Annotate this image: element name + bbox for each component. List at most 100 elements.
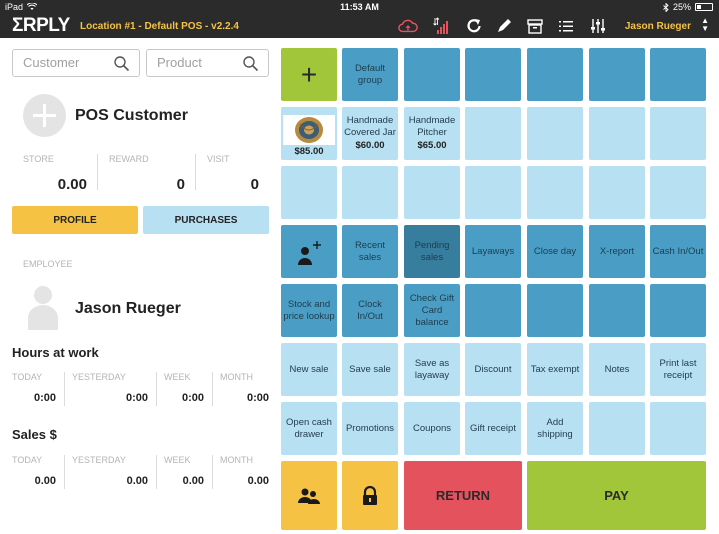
battery-level bbox=[697, 5, 701, 9]
tile-label: Promotions bbox=[345, 422, 395, 434]
empty-tile[interactable] bbox=[527, 48, 583, 101]
tile-label: New sale bbox=[289, 363, 329, 375]
add-item-button[interactable]: + bbox=[281, 48, 337, 101]
purchases-button[interactable]: PURCHASES bbox=[143, 206, 269, 234]
add-customer-avatar-icon[interactable] bbox=[23, 94, 66, 137]
cash-in-out-button[interactable]: Cash In/Out bbox=[650, 225, 706, 278]
product-search-input[interactable] bbox=[157, 55, 242, 70]
user-menu-caret-icon[interactable]: ▲ ▼ bbox=[701, 16, 709, 33]
gift-receipt-button[interactable]: Gift receipt bbox=[465, 402, 521, 455]
close-day-button[interactable]: Close day bbox=[527, 225, 583, 278]
visit-value: 0 bbox=[250, 176, 259, 193]
recent-sales-button[interactable]: Recent sales bbox=[342, 225, 398, 278]
stat-divider bbox=[97, 154, 98, 190]
empty-tile[interactable] bbox=[589, 107, 645, 160]
product-group-label: Default group bbox=[354, 62, 386, 86]
cash-drawer-icon[interactable] bbox=[525, 16, 545, 36]
empty-tile[interactable] bbox=[650, 48, 706, 101]
empty-tile[interactable] bbox=[589, 48, 645, 101]
return-label: RETURN bbox=[435, 487, 491, 503]
tile-label: Print last receipt bbox=[659, 357, 697, 381]
hours-month-label: MONTH bbox=[220, 372, 253, 382]
sales-week-value: 0.00 bbox=[182, 475, 204, 487]
return-button[interactable]: RETURN bbox=[404, 461, 522, 530]
signal-icon[interactable] bbox=[432, 16, 452, 36]
tile-label: Tax exempt bbox=[530, 363, 580, 375]
app-header: ΣRPLY Location #1 - Default POS - v2.2.4… bbox=[0, 14, 719, 38]
empty-tile[interactable] bbox=[589, 166, 645, 219]
search-icon[interactable] bbox=[242, 55, 259, 72]
empty-tile[interactable] bbox=[404, 48, 460, 101]
print-last-receipt-button[interactable]: Print last receipt bbox=[650, 343, 706, 396]
gift-card-balance-button[interactable]: Check Gift Card balance bbox=[404, 284, 460, 337]
pay-label: PAY bbox=[604, 487, 629, 503]
sales-yesterday-label: YESTERDAY bbox=[72, 455, 126, 465]
product-tile[interactable]: Handmade Pitcher $65.00 bbox=[404, 107, 460, 160]
sales-month-value: 0.00 bbox=[247, 475, 269, 487]
tile-label: Layaways bbox=[471, 245, 515, 257]
empty-tile[interactable] bbox=[465, 107, 521, 160]
hours-week-label: WEEK bbox=[164, 372, 191, 382]
stat-divider bbox=[64, 455, 65, 489]
pen-icon[interactable] bbox=[494, 16, 514, 36]
customer-search-box[interactable] bbox=[12, 49, 140, 77]
x-report-button[interactable]: X-report bbox=[589, 225, 645, 278]
hours-month-value: 0:00 bbox=[246, 392, 269, 404]
search-icon[interactable] bbox=[113, 55, 130, 72]
stock-lookup-button[interactable]: Stock and price lookup bbox=[281, 284, 337, 337]
erply-logo[interactable]: ΣRPLY bbox=[12, 15, 70, 36]
pay-button[interactable]: PAY bbox=[527, 461, 706, 530]
empty-tile[interactable] bbox=[465, 166, 521, 219]
empty-tile[interactable] bbox=[650, 284, 706, 337]
tile-label: Check Gift Card balance bbox=[409, 292, 455, 328]
empty-tile[interactable] bbox=[342, 166, 398, 219]
empty-tile[interactable] bbox=[465, 284, 521, 337]
open-cash-drawer-button[interactable]: Open cash drawer bbox=[281, 402, 337, 455]
visit-label: VISIT bbox=[207, 154, 230, 164]
product-search-box[interactable] bbox=[146, 49, 269, 77]
tile-label: Save as layaway bbox=[414, 357, 450, 381]
empty-tile[interactable] bbox=[281, 166, 337, 219]
empty-tile[interactable] bbox=[465, 48, 521, 101]
clock-in-out-button[interactable]: Clock In/Out bbox=[342, 284, 398, 337]
customer-search-input[interactable] bbox=[23, 55, 108, 70]
stat-divider bbox=[156, 372, 157, 406]
save-sale-button[interactable]: Save sale bbox=[342, 343, 398, 396]
empty-tile[interactable] bbox=[527, 284, 583, 337]
wifi-icon bbox=[27, 3, 38, 10]
sales-month-label: MONTH bbox=[220, 455, 253, 465]
layaways-button[interactable]: Layaways bbox=[465, 225, 521, 278]
add-customer-button[interactable] bbox=[281, 225, 337, 278]
add-shipping-button[interactable]: Add shipping bbox=[527, 402, 583, 455]
empty-tile[interactable] bbox=[589, 284, 645, 337]
empty-tile[interactable] bbox=[650, 402, 706, 455]
empty-tile[interactable] bbox=[527, 107, 583, 160]
tax-exempt-button[interactable]: Tax exempt bbox=[527, 343, 583, 396]
notes-button[interactable]: Notes bbox=[589, 343, 645, 396]
customers-button[interactable] bbox=[281, 461, 337, 530]
empty-tile[interactable] bbox=[650, 107, 706, 160]
product-tile[interactable]: Handmade Covered Jar $60.00 bbox=[342, 107, 398, 160]
product-tile[interactable]: $85.00 bbox=[281, 107, 337, 160]
refresh-icon[interactable] bbox=[464, 16, 484, 36]
tile-label: X-report bbox=[599, 245, 635, 257]
discount-button[interactable]: Discount bbox=[465, 343, 521, 396]
save-as-layaway-button[interactable]: Save as layaway bbox=[404, 343, 460, 396]
product-group-button[interactable]: Default group bbox=[342, 48, 398, 101]
empty-tile[interactable] bbox=[589, 402, 645, 455]
pending-sales-button[interactable]: Pending sales bbox=[404, 225, 460, 278]
current-user-name[interactable]: Jason Rueger bbox=[624, 21, 691, 32]
hours-yesterday-value: 0:00 bbox=[125, 392, 148, 404]
profile-button[interactable]: PROFILE bbox=[12, 206, 138, 234]
coupons-button[interactable]: Coupons bbox=[404, 402, 460, 455]
empty-tile[interactable] bbox=[650, 166, 706, 219]
new-sale-button[interactable]: New sale bbox=[281, 343, 337, 396]
promotions-button[interactable]: Promotions bbox=[342, 402, 398, 455]
cloud-sync-icon[interactable] bbox=[398, 16, 418, 36]
sliders-icon[interactable] bbox=[588, 16, 608, 36]
menu-icon[interactable] bbox=[556, 16, 576, 36]
stat-divider bbox=[212, 455, 213, 489]
empty-tile[interactable] bbox=[527, 166, 583, 219]
empty-tile[interactable] bbox=[404, 166, 460, 219]
lock-button[interactable] bbox=[342, 461, 398, 530]
